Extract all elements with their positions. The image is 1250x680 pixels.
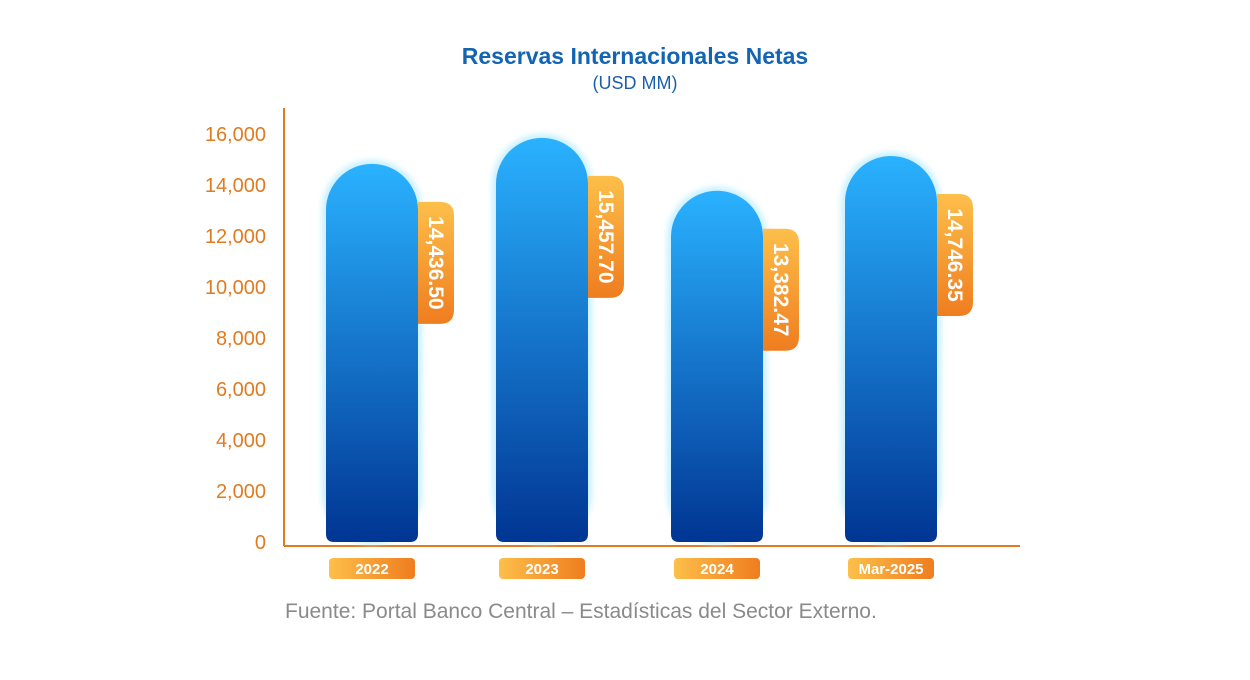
value-tag [418, 201, 454, 324]
value-tag [763, 228, 799, 351]
data-label: 14,436.50 [424, 216, 447, 309]
bar [671, 190, 763, 542]
category-pill [674, 558, 760, 579]
y-tick-label: 12,000 [205, 226, 266, 248]
bar [496, 137, 588, 542]
y-tick-label: 6,000 [216, 379, 266, 401]
y-tick-label: 2,000 [216, 481, 266, 503]
y-tick-label: 16,000 [205, 124, 266, 146]
y-tick-label: 14,000 [205, 175, 266, 197]
y-tick-label: 8,000 [216, 328, 266, 350]
value-tag [937, 193, 973, 316]
category-pill [329, 558, 415, 579]
value-tag [588, 175, 624, 298]
data-label: 13,382.47 [769, 243, 792, 336]
x-tick-label: 2024 [700, 561, 734, 578]
data-label: 15,457.70 [594, 190, 617, 283]
chart-title: Reservas Internacionales Netas [461, 43, 809, 69]
bar [326, 163, 418, 542]
category-pill [848, 558, 934, 579]
y-tick-label: 10,000 [205, 277, 266, 299]
y-tick-label: 4,000 [216, 430, 266, 452]
chart-subtitle: (USD MM) [592, 73, 678, 93]
x-tick-label: 2022 [355, 561, 388, 578]
category-pill [499, 558, 585, 579]
source-note: Fuente: Portal Banco Central – Estadísti… [285, 600, 877, 623]
bar [845, 155, 937, 543]
y-tick-label: 0 [255, 532, 266, 554]
data-label: 14,746.35 [943, 208, 966, 302]
x-tick-label: Mar-2025 [858, 561, 923, 578]
x-tick-label: 2023 [525, 561, 558, 578]
